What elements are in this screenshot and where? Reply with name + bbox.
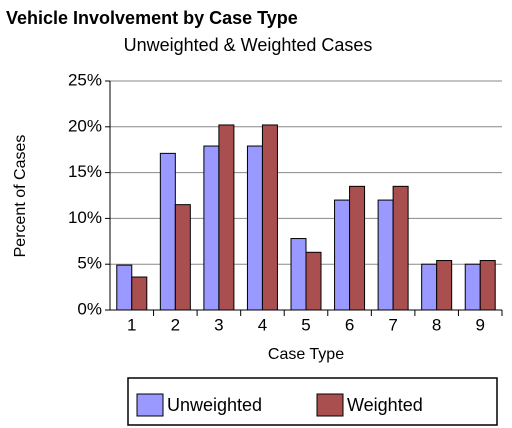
legend-label: Unweighted [167,395,262,415]
x-tick-label: 9 [475,315,484,334]
legend-box [127,377,498,426]
bar [349,185,366,311]
bar [159,152,176,311]
bar [464,263,481,311]
bar [261,124,278,311]
bar [392,185,409,311]
bar [203,145,220,311]
x-tick-label: 2 [171,315,180,334]
x-tick-label: 3 [214,315,223,334]
bar [421,263,438,311]
legend-swatch [136,393,164,417]
x-tick-label: 5 [301,315,310,334]
chart-subtitle: Unweighted & Weighted Cases [124,35,373,55]
y-tick-label: 0% [77,299,102,318]
bar [218,124,235,311]
y-tick-label: 5% [77,254,102,273]
bar [334,199,351,311]
bar [436,260,453,311]
y-tick-label: 15% [68,162,102,181]
y-tick-label: 10% [68,208,102,227]
legend-swatch [316,393,344,417]
chart-title: Vehicle Involvement by Case Type [6,8,298,28]
x-tick-label: 8 [432,315,441,334]
bar [131,276,148,311]
bar [290,238,307,311]
legend-label: Weighted [347,395,423,415]
bar [479,260,496,311]
y-tick-label: 20% [68,116,102,135]
x-axis-label: Case Type [268,346,344,363]
bar [377,199,394,311]
y-axis-label: Percent of Cases [12,135,29,258]
bar [246,145,263,311]
y-tick-label: 25% [68,70,102,89]
bar [305,251,322,311]
bar [116,264,133,311]
x-tick-label: 7 [388,315,397,334]
bar [174,204,191,311]
x-tick-label: 1 [127,315,136,334]
x-tick-label: 4 [258,315,267,334]
x-tick-label: 6 [345,315,354,334]
